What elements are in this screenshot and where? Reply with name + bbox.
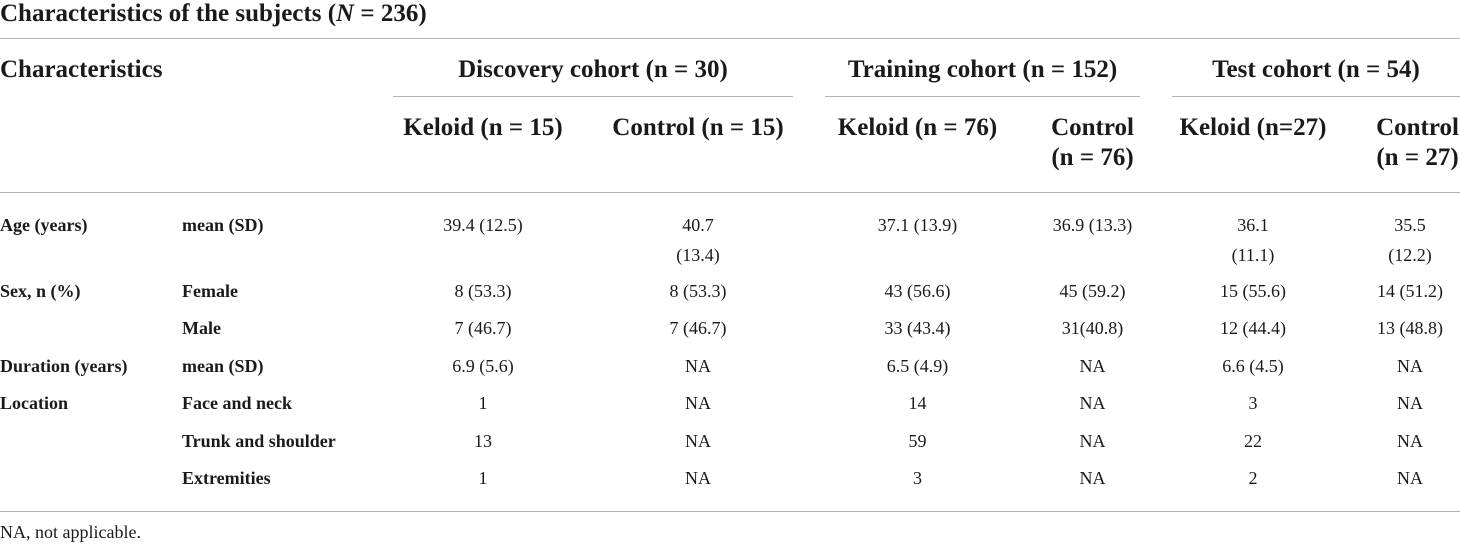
cell: 37.1 (13.9) — [877, 215, 958, 235]
cell: NA — [1079, 393, 1106, 413]
cell: 12 (44.4) — [1220, 318, 1286, 338]
cell: (12.2) — [1388, 245, 1432, 265]
header-training-control-n: (n = 76) — [1051, 144, 1134, 171]
header-group-discovery: Discovery cohort (n = 30) — [458, 56, 728, 83]
bottom-rule — [0, 511, 1460, 512]
group-rule-training — [825, 96, 1140, 97]
row-sub: mean (SD) — [182, 356, 264, 376]
cell: NA — [685, 393, 711, 413]
cell: 33 (43.4) — [884, 318, 951, 338]
header-discovery-control: Control (n = 15) — [612, 114, 784, 141]
cell: 7 (46.7) — [454, 318, 512, 338]
cell: 6.9 (5.6) — [452, 356, 514, 376]
cell: 40.7 — [682, 215, 714, 235]
cell: 14 — [908, 393, 927, 413]
top-rule — [0, 38, 1460, 39]
row-sub: Male — [182, 318, 221, 338]
table-footnote: NA, not applicable. — [0, 522, 141, 542]
table-title-rest: = 236) — [354, 0, 427, 27]
cell: 3 — [913, 468, 922, 488]
header-discovery-keloid: Keloid (n = 15) — [403, 114, 563, 141]
header-group-training: Training cohort (n = 152) — [847, 56, 1118, 83]
cell: 39.4 (12.5) — [443, 215, 523, 235]
cell: 2 — [1248, 468, 1258, 488]
row-char: Sex, n (%) — [0, 281, 81, 301]
table-title-text: Characteristics of the subjects ( — [0, 0, 337, 27]
cell: 6.5 (4.9) — [886, 356, 949, 376]
header-rule — [0, 192, 1460, 193]
header-characteristics: Characteristics — [0, 56, 163, 83]
header-group-test: Test cohort (n = 54) — [1212, 56, 1420, 83]
cell: NA — [1397, 468, 1423, 488]
row-sub: Female — [182, 281, 238, 301]
cell: 45 (59.2) — [1059, 281, 1126, 301]
cell: 36.1 — [1237, 215, 1269, 235]
cell: NA — [685, 431, 711, 451]
header-test-control-n: (n = 27) — [1376, 144, 1459, 171]
cell: 31(40.8) — [1061, 318, 1124, 338]
cell: 14 (51.2) — [1377, 281, 1443, 301]
cell: (11.1) — [1231, 245, 1275, 265]
table-title-n: N — [336, 0, 355, 27]
group-rule-test — [1172, 96, 1460, 97]
group-rule-discovery — [393, 96, 793, 97]
header-training-keloid: Keloid (n = 76) — [837, 114, 998, 141]
row-char: Location — [0, 393, 69, 413]
cell: 36.9 (13.3) — [1052, 215, 1133, 235]
cell: NA — [685, 468, 711, 488]
header-training-control: Control — [1051, 114, 1134, 141]
cell: 13 — [474, 431, 492, 451]
header-test-keloid: Keloid (n=27) — [1179, 114, 1327, 141]
cell: 13 (48.8) — [1377, 318, 1443, 338]
cell: 59 — [908, 431, 927, 451]
cell: 22 — [1244, 431, 1262, 451]
cell: NA — [685, 356, 711, 376]
cell: 1 — [478, 468, 488, 488]
cell: NA — [1397, 356, 1423, 376]
cell: NA — [1397, 431, 1423, 451]
cell: NA — [1397, 393, 1423, 413]
cell: 6.6 (4.5) — [1222, 356, 1284, 376]
row-char: Duration (years) — [0, 356, 128, 376]
cell: 43 (56.6) — [884, 281, 951, 301]
cell: NA — [1079, 468, 1106, 488]
cell: 35.5 — [1394, 215, 1426, 235]
table-title: Characteristics of the subjects (N = 236… — [0, 0, 427, 28]
cell: 15 (55.6) — [1220, 281, 1286, 301]
cell: 8 (53.3) — [669, 281, 727, 301]
header-test-control: Control — [1376, 114, 1459, 141]
cell: (13.4) — [676, 245, 720, 265]
cell: 7 (46.7) — [669, 318, 727, 338]
cell: NA — [1079, 431, 1106, 451]
cell: NA — [1079, 356, 1106, 376]
cell: 8 (53.3) — [454, 281, 512, 301]
row-sub: Trunk and shoulder — [182, 431, 336, 451]
row-sub: mean (SD) — [182, 215, 264, 235]
cell: 3 — [1248, 393, 1258, 413]
row-sub: Extremities — [182, 468, 271, 488]
row-char: Age (years) — [0, 215, 88, 235]
row-sub: Face and neck — [182, 393, 292, 413]
cell: 1 — [478, 393, 488, 413]
